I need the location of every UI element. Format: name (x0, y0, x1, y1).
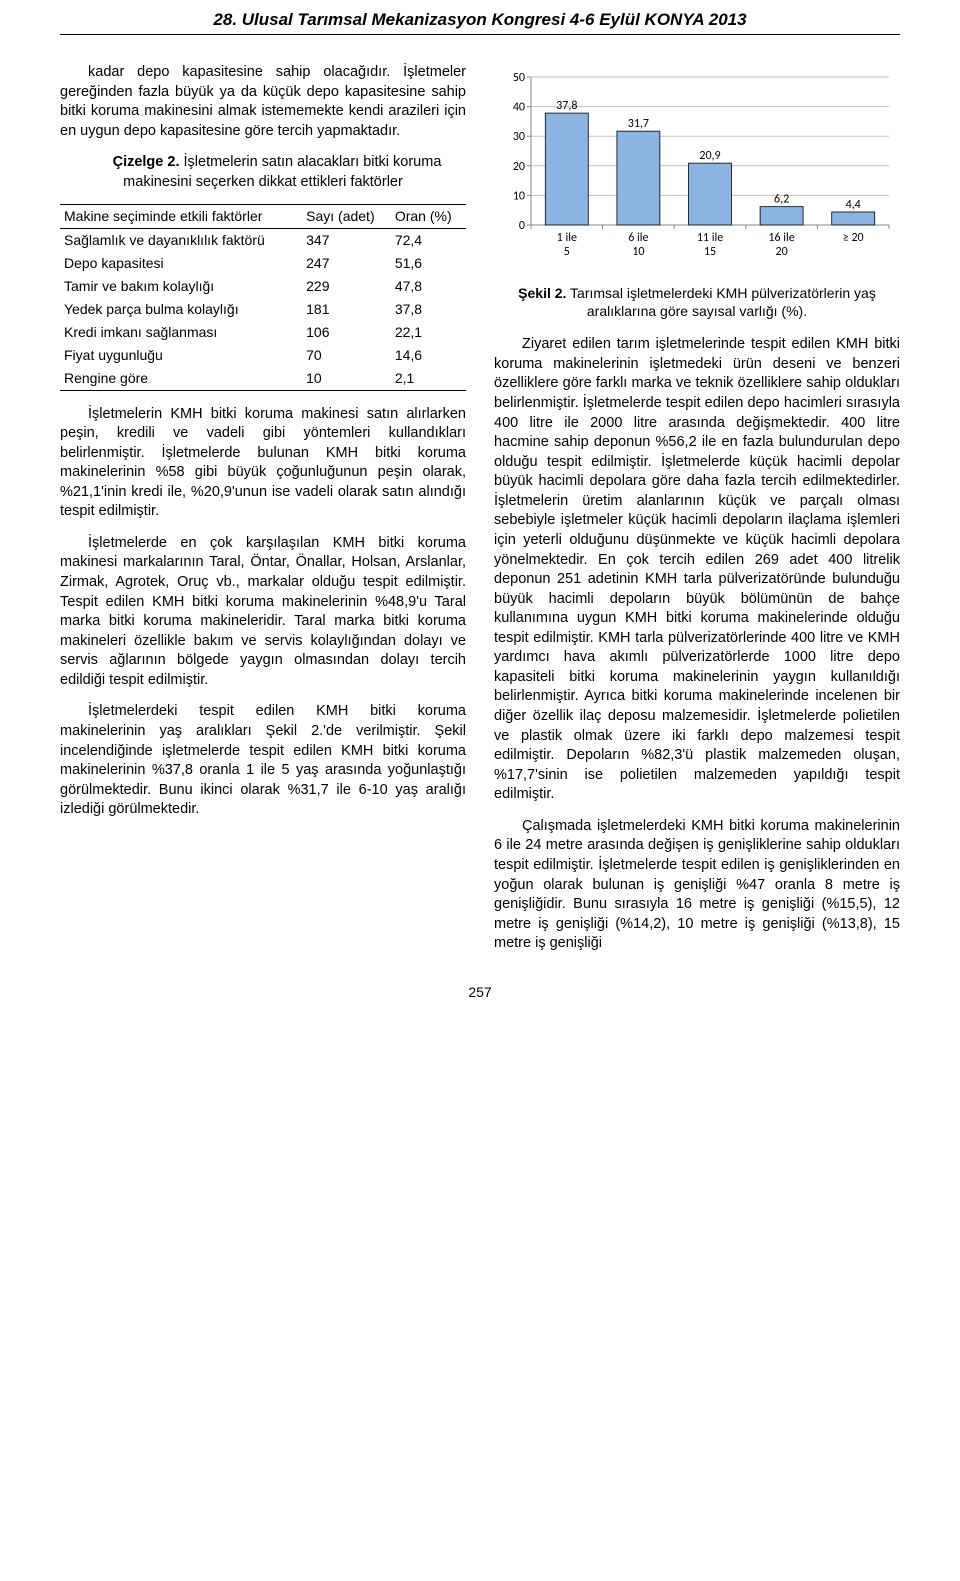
table-cell: 347 (302, 229, 391, 252)
chart-caption-bold: Şekil 2. (518, 285, 566, 301)
svg-text:4,4: 4,4 (846, 198, 861, 212)
svg-text:20,9: 20,9 (699, 149, 720, 163)
svg-text:6,2: 6,2 (774, 193, 789, 207)
left-paragraph-3: İşletmelerde en çok karşılaşılan KMH bit… (60, 534, 466, 691)
table-header-row: Makine seçiminde etkili faktörler Sayı (… (60, 205, 466, 229)
page-root: 28. Ulusal Tarımsal Mekanizasyon Kongres… (0, 0, 960, 1025)
table-row: Fiyat uygunluğu7014,6 (60, 344, 466, 367)
table-cell: 37,8 (391, 298, 466, 321)
table-row: Kredi imkanı sağlanması10622,1 (60, 321, 466, 344)
table-cell: 10 (302, 367, 391, 390)
table-row: Sağlamlık ve dayanıklılık faktörü34772,4 (60, 229, 466, 252)
svg-text:20: 20 (776, 245, 788, 259)
chart-caption: Şekil 2. Tarımsal işletmelerdeki KMH pül… (494, 284, 900, 322)
svg-text:5: 5 (564, 245, 570, 259)
svg-text:1 ile: 1 ile (557, 231, 577, 245)
page-header-title: 28. Ulusal Tarımsal Mekanizasyon Kongres… (60, 10, 900, 35)
right-paragraph-1: Ziyaret edilen tarım işletmelerinde tesp… (494, 335, 900, 805)
table-cell: 106 (302, 321, 391, 344)
svg-text:20: 20 (513, 160, 525, 174)
table-row: Yedek parça bulma kolaylığı18137,8 (60, 298, 466, 321)
svg-text:16 ile: 16 ile (768, 231, 794, 245)
factors-table: Makine seçiminde etkili faktörler Sayı (… (60, 204, 466, 390)
svg-text:40: 40 (513, 101, 525, 115)
table-cell: 70 (302, 344, 391, 367)
svg-text:10: 10 (632, 245, 644, 259)
svg-text:50: 50 (513, 71, 525, 85)
svg-text:31,7: 31,7 (628, 117, 649, 131)
svg-text:30: 30 (513, 130, 525, 144)
table-cell: Sağlamlık ve dayanıklılık faktörü (60, 229, 302, 252)
left-column: kadar depo kapasitesine sahip olacağıdır… (60, 63, 466, 966)
table-col-2: Oran (%) (391, 205, 466, 229)
svg-text:10: 10 (513, 189, 525, 203)
table-cell: 181 (302, 298, 391, 321)
svg-text:15: 15 (704, 245, 716, 259)
table-cell: Rengine göre (60, 367, 302, 390)
right-column: 0102030405037,81 ile531,76 ile1020,911 i… (494, 63, 900, 966)
svg-text:0: 0 (519, 219, 525, 233)
table-col-0: Makine seçiminde etkili faktörler (60, 205, 302, 229)
table-cell: Tamir ve bakım kolaylığı (60, 275, 302, 298)
table-caption-label: Çizelge 2. (113, 154, 180, 170)
table-cell: 51,6 (391, 252, 466, 275)
svg-text:≥ 20: ≥ 20 (843, 231, 864, 245)
table-cell: 14,6 (391, 344, 466, 367)
table-row: Depo kapasitesi24751,6 (60, 252, 466, 275)
table-cell: 247 (302, 252, 391, 275)
chart-caption-rest: Tarımsal işletmelerdeki KMH pülverizatör… (566, 285, 875, 320)
table-cell: Depo kapasitesi (60, 252, 302, 275)
table-cell: 72,4 (391, 229, 466, 252)
table-cell: Yedek parça bulma kolaylığı (60, 298, 302, 321)
table-cell: Kredi imkanı sağlanması (60, 321, 302, 344)
svg-text:37,8: 37,8 (556, 99, 577, 113)
table-cell: 229 (302, 275, 391, 298)
table-row: Tamir ve bakım kolaylığı22947,8 (60, 275, 466, 298)
two-column-layout: kadar depo kapasitesine sahip olacağıdır… (60, 63, 900, 966)
right-paragraph-2: Çalışmada işletmelerdeki KMH bitki korum… (494, 817, 900, 954)
table-caption: Çizelge 2. İşletmelerin satın alacakları… (60, 153, 466, 192)
left-paragraph-1: kadar depo kapasitesine sahip olacağıdır… (60, 63, 466, 141)
svg-text:11 ile: 11 ile (697, 231, 723, 245)
table-cell: Fiyat uygunluğu (60, 344, 302, 367)
table-row: Rengine göre102,1 (60, 367, 466, 390)
table-cell: 22,1 (391, 321, 466, 344)
page-number: 257 (60, 984, 900, 1000)
left-paragraph-2: İşletmelerin KMH bitki koruma makinesi s… (60, 405, 466, 522)
bar-chart-svg: 0102030405037,81 ile531,76 ile1020,911 i… (494, 67, 900, 267)
table-cell: 47,8 (391, 275, 466, 298)
table-col-1: Sayı (adet) (302, 205, 391, 229)
left-paragraph-4: İşletmelerdeki tespit edilen KMH bitki k… (60, 702, 466, 819)
table-cell: 2,1 (391, 367, 466, 390)
age-bar-chart: 0102030405037,81 ile531,76 ile1020,911 i… (494, 67, 900, 274)
svg-text:6 ile: 6 ile (628, 231, 648, 245)
